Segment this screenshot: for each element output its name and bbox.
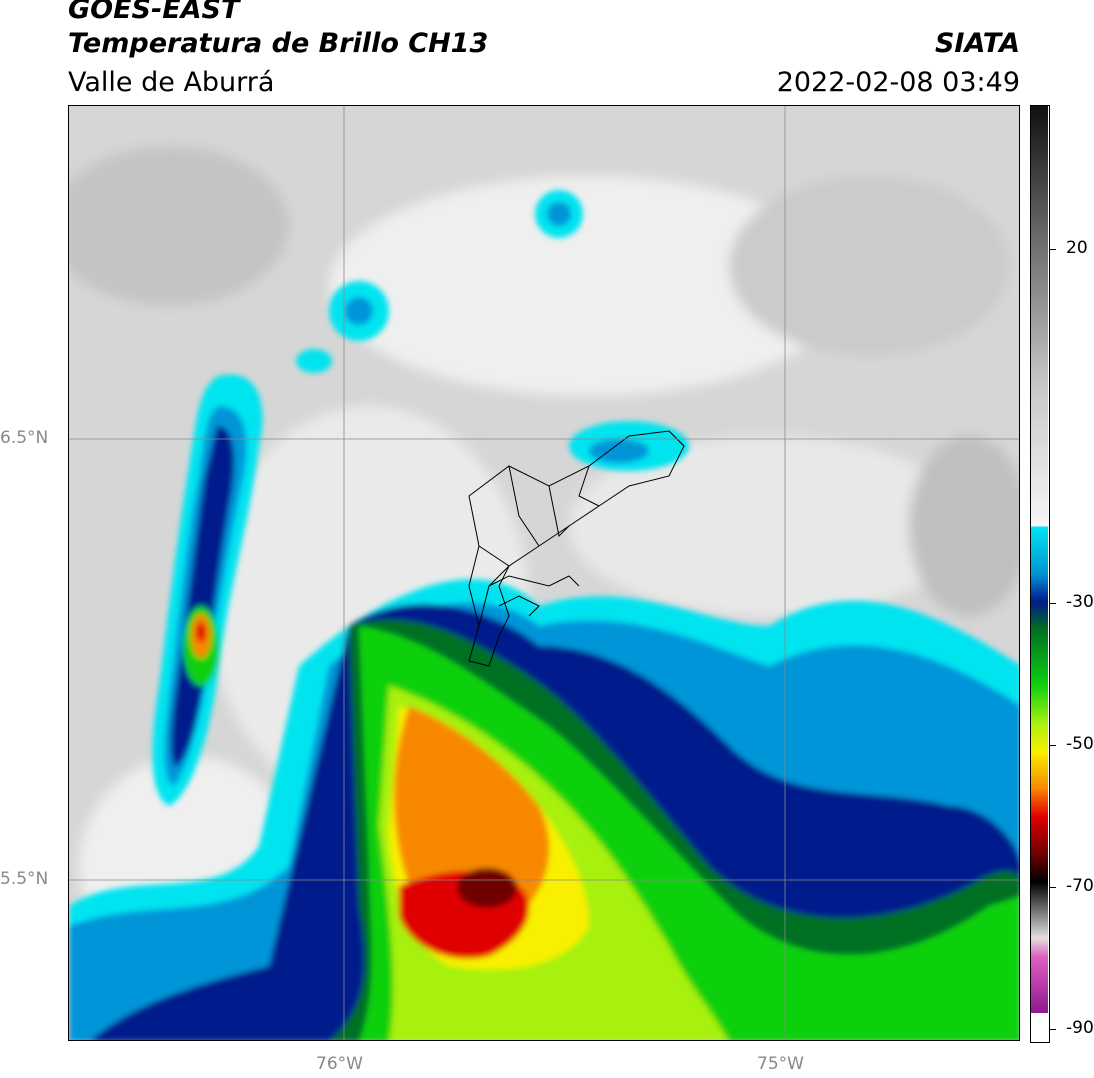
- colorbar-tick: [1050, 249, 1056, 250]
- colorbar-label-20: 20: [1066, 238, 1088, 258]
- organization-label: SIATA: [934, 28, 1020, 59]
- colorbar-tick: [1050, 745, 1056, 746]
- longitude-label-75: 75°W: [757, 1054, 804, 1074]
- timestamp-label: 2022-02-08 03:49: [776, 67, 1020, 98]
- brightness-temperature-field: [69, 106, 1019, 1040]
- colorbar-label-minus-90: -90: [1066, 1018, 1094, 1038]
- satellite-map: [68, 105, 1020, 1041]
- region-subtitle: Valle de Aburrá: [68, 67, 275, 98]
- colorbar-label-minus-30: -30: [1066, 592, 1094, 612]
- longitude-label-76: 76°W: [316, 1054, 363, 1074]
- satellite-title: GOES-EAST: [68, 0, 240, 25]
- product-title: Temperatura de Brillo CH13: [68, 28, 489, 59]
- colorbar-tick: [1050, 887, 1056, 888]
- colorbar-tick: [1050, 1029, 1056, 1030]
- colorbar-label-minus-70: -70: [1066, 876, 1094, 896]
- colorbar-label-minus-50: -50: [1066, 734, 1094, 754]
- municipal-boundaries: [468, 430, 685, 667]
- latitude-label-6-5: 6.5°N: [0, 428, 49, 448]
- graticule: [69, 106, 1019, 1040]
- colorbar-tick: [1050, 603, 1056, 604]
- latitude-label-5-5: 5.5°N: [0, 869, 49, 889]
- temperature-colorbar: [1030, 105, 1050, 1043]
